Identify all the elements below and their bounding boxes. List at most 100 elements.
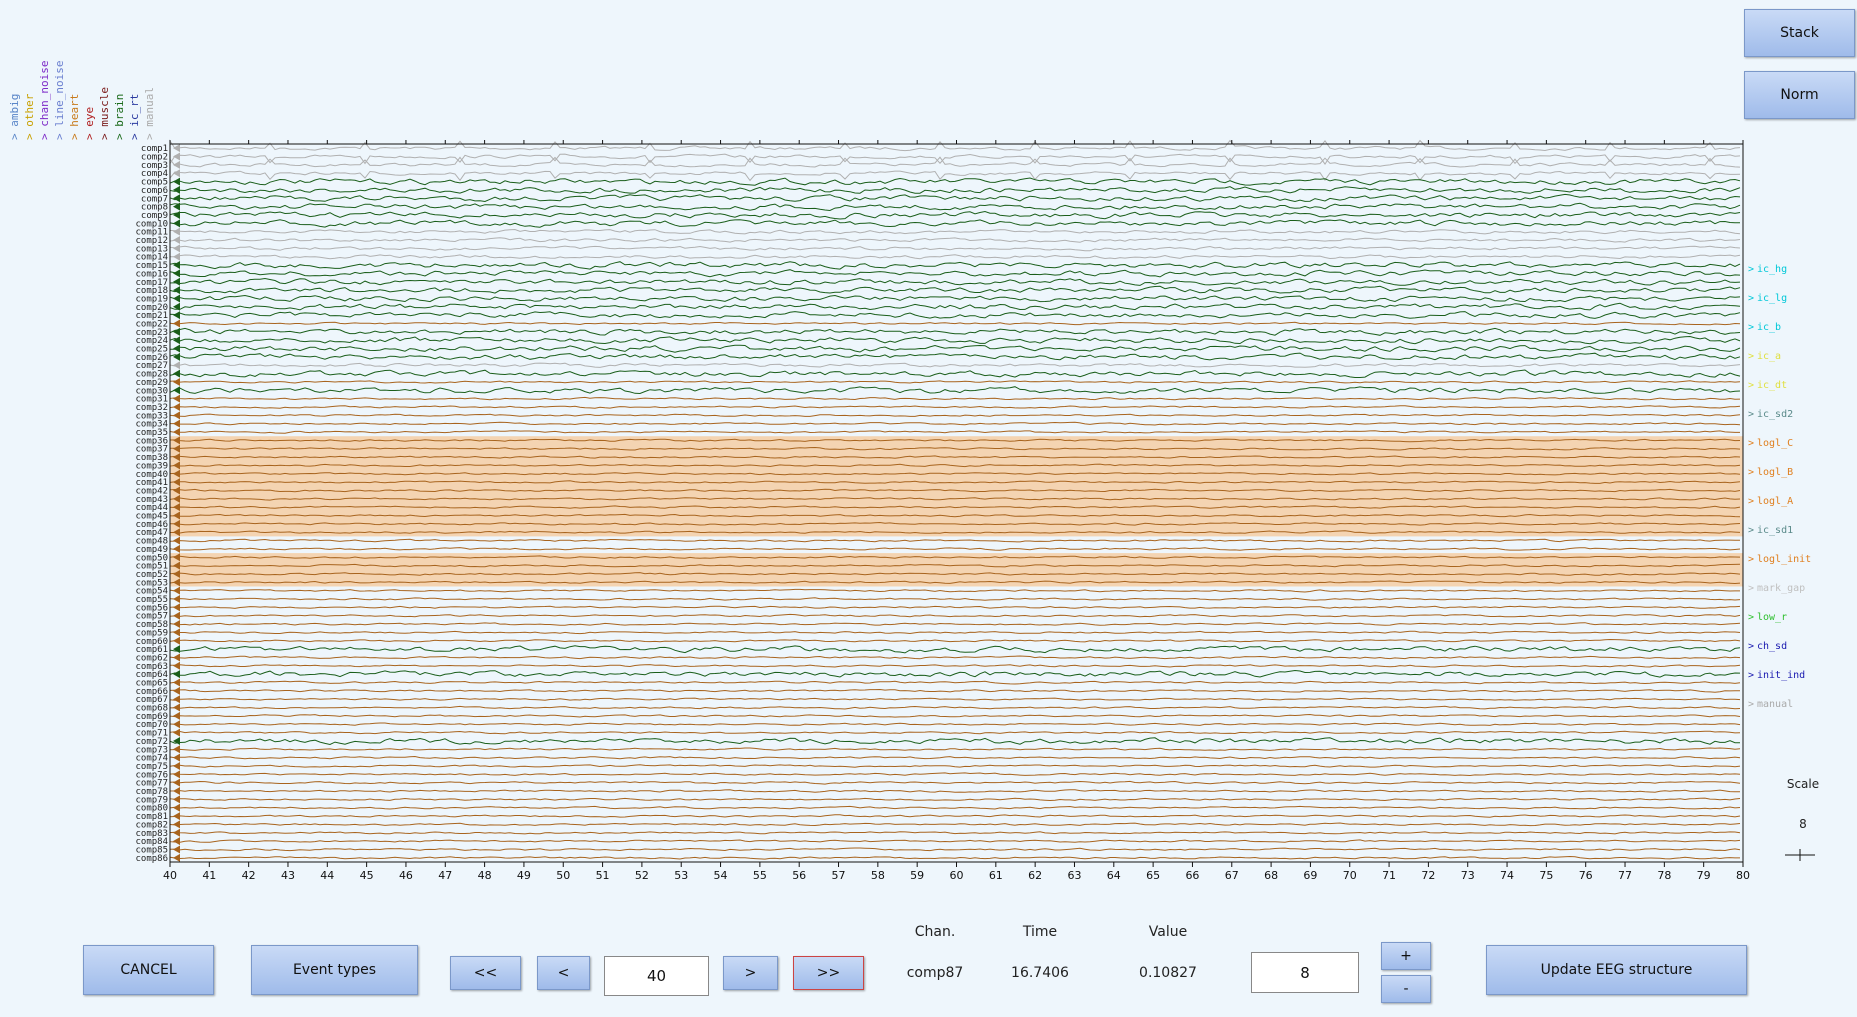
channel-label: comp48 [135, 537, 168, 547]
trace-comp43 [169, 497, 1741, 501]
norm-button[interactable]: Norm [1744, 71, 1855, 119]
x-tick-label: 69 [1303, 869, 1317, 882]
mark-label-manual: manual [1757, 699, 1793, 710]
trace-comp27 [169, 362, 1741, 368]
class-marker [173, 327, 180, 336]
class-marker [173, 369, 180, 378]
first-page-button[interactable]: << [450, 956, 521, 990]
class-marker [173, 837, 180, 846]
trace-comp57 [169, 613, 1741, 618]
position-input[interactable]: 40 [604, 956, 709, 996]
channel-label: comp19 [135, 294, 168, 304]
value-label: Value [1148, 924, 1188, 940]
class-marker [173, 670, 180, 679]
channel-label: comp9 [141, 211, 168, 221]
trace-comp17 [169, 277, 1741, 286]
class-marker [173, 728, 180, 737]
trace-comp2 [169, 153, 1741, 166]
class-marker [173, 453, 180, 462]
trace-comp86 [169, 855, 1740, 860]
class-marker [173, 544, 180, 553]
trace-comp67 [169, 697, 1741, 701]
trace-comp3 [169, 156, 1741, 168]
channel-label: comp71 [135, 729, 168, 739]
class-marker [173, 511, 180, 520]
trace-comp7 [169, 193, 1741, 203]
scale-plus-button[interactable]: + [1381, 942, 1431, 970]
channel-label: comp77 [135, 779, 168, 789]
cancel-button[interactable]: CANCEL [83, 945, 214, 995]
highlight-band-1 [170, 436, 1743, 537]
trace-comp54 [169, 588, 1740, 593]
class-marker [173, 261, 180, 270]
channel-label: comp12 [135, 236, 168, 246]
class-marker [173, 711, 180, 720]
class-marker [173, 444, 180, 453]
trace-comp83 [169, 831, 1741, 835]
channel-label: comp60 [135, 637, 168, 647]
trace-comp34 [169, 421, 1741, 426]
x-tick-label: 56 [792, 869, 806, 882]
class-marker [173, 194, 180, 203]
trace-comp51 [169, 563, 1741, 568]
trace-comp70 [169, 722, 1741, 726]
mark-arrow: > [1748, 293, 1754, 304]
x-tick-label: 74 [1500, 869, 1514, 882]
channel-label: comp68 [135, 704, 168, 714]
class-marker [173, 653, 180, 662]
class-marker [173, 661, 180, 670]
trace-comp4 [169, 170, 1741, 182]
channel-label: comp13 [135, 244, 168, 254]
class-marker [173, 302, 180, 311]
mark-arrow: > [1748, 322, 1754, 333]
class-marker [173, 720, 180, 729]
prev-page-button[interactable]: < [537, 956, 590, 990]
class-label-heart: > heart [68, 93, 81, 140]
stack-button[interactable]: Stack [1744, 9, 1855, 57]
trace-comp76 [169, 772, 1741, 777]
scale-input[interactable]: 8 [1251, 952, 1359, 993]
channel-label: comp54 [135, 587, 168, 597]
channel-label: comp53 [135, 578, 168, 588]
trace-comp60 [169, 638, 1741, 643]
trace-comp84 [169, 839, 1741, 843]
mark-arrow: > [1748, 467, 1754, 478]
mark-label-low_r: low_r [1757, 612, 1787, 623]
class-marker [173, 219, 180, 228]
channel-label: comp67 [135, 695, 168, 705]
class-marker [173, 703, 180, 712]
channel-label: comp2 [141, 153, 168, 163]
trace-comp77 [169, 780, 1741, 785]
x-tick-label: 45 [360, 869, 374, 882]
x-tick-label: 48 [478, 869, 492, 882]
x-tick-label: 42 [242, 869, 256, 882]
mark-arrow: > [1748, 409, 1754, 420]
update-eeg-button[interactable]: Update EEG structure [1486, 945, 1747, 995]
trace-comp6 [169, 186, 1741, 194]
highlight-band-2 [170, 553, 1743, 587]
next-page-button[interactable]: > [723, 956, 778, 990]
trace-comp1 [169, 139, 1741, 152]
mark-label-ic_b: ic_b [1757, 322, 1781, 333]
channel-label: comp85 [135, 845, 168, 855]
class-marker [173, 603, 180, 612]
channel-label: comp57 [135, 612, 168, 622]
mark-arrow: > [1748, 264, 1754, 275]
class-marker [173, 244, 180, 253]
scale-minus-button[interactable]: - [1381, 975, 1431, 1003]
event-types-button[interactable]: Event types [251, 945, 418, 995]
trace-comp61 [169, 645, 1741, 654]
class-marker [173, 745, 180, 754]
class-label-brain: > brain [113, 93, 126, 140]
chan-value: comp87 [906, 965, 964, 981]
class-marker [173, 569, 180, 578]
channel-label: comp45 [135, 512, 168, 522]
class-marker [173, 503, 180, 512]
channel-label: comp20 [135, 303, 168, 313]
trace-comp59 [169, 630, 1741, 635]
x-tick-label: 65 [1146, 869, 1160, 882]
x-tick-label: 55 [753, 869, 767, 882]
last-page-button[interactable]: >> [793, 956, 864, 990]
channel-label: comp31 [135, 395, 168, 405]
